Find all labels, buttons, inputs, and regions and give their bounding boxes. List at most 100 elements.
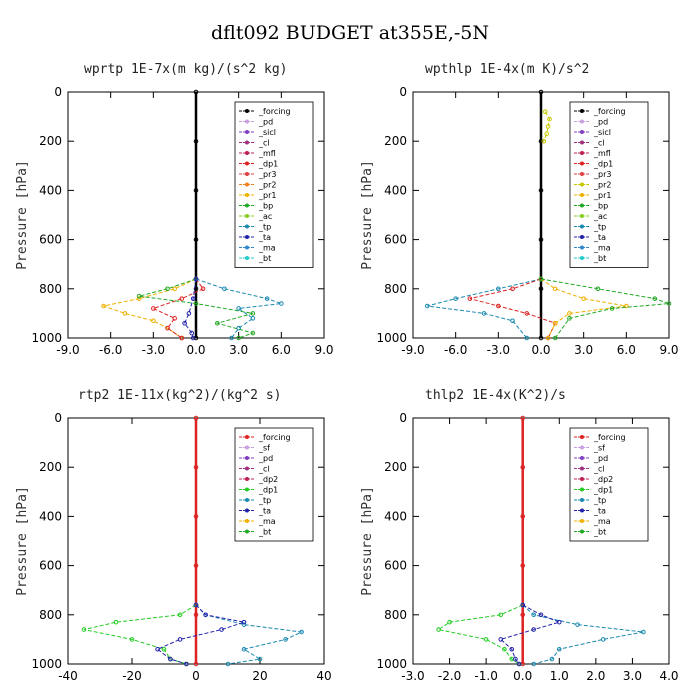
legend-entry: _pd <box>593 454 608 463</box>
x-tick-label: 2.0 <box>586 669 605 683</box>
y-tick-label: 400 <box>384 183 407 197</box>
data-point <box>184 661 189 667</box>
data-point <box>531 612 536 618</box>
data-point <box>172 286 177 292</box>
legend-marker <box>580 151 584 155</box>
data-point <box>203 612 208 618</box>
data-point <box>193 301 199 306</box>
legend-marker <box>580 256 584 260</box>
data-point <box>241 622 247 627</box>
data-point <box>190 296 196 301</box>
data-point <box>538 138 544 144</box>
y-tick-label: 400 <box>39 509 62 523</box>
y-tick-label: 200 <box>39 460 62 474</box>
legend-entry: _dp1 <box>593 486 613 495</box>
y-tick-label: 0 <box>399 85 407 99</box>
legend-entry: _forcing <box>593 107 626 116</box>
data-point <box>129 637 135 642</box>
data-point <box>447 619 452 625</box>
legend-entry: _pr2 <box>593 181 611 190</box>
data-point <box>236 335 241 341</box>
data-point <box>624 303 629 309</box>
data-point <box>193 188 199 193</box>
legend-marker <box>580 235 584 239</box>
data-point <box>545 124 551 129</box>
panel-title-wprtp: wprtp 1E-7x(m kg)/(s^2 kg) <box>84 62 288 77</box>
legend-marker <box>245 445 249 450</box>
plot-panel-2: 0 200 400 600 800 1000-40 -20 0 20 40 Pressure [hP… <box>15 411 332 683</box>
legend-entry: _forcing <box>258 107 291 116</box>
legend-entry: _tp <box>593 496 606 505</box>
y-tick-label: 800 <box>39 282 62 296</box>
legend-entry: _mfl <box>593 149 611 158</box>
data-point <box>179 335 185 341</box>
legend-marker <box>580 477 584 481</box>
legend-marker <box>580 203 584 208</box>
legend-marker <box>245 224 249 229</box>
data-point <box>165 286 170 292</box>
data-point <box>193 514 199 519</box>
legend-marker <box>580 109 584 113</box>
data-point <box>436 627 441 632</box>
legend-marker <box>245 130 249 134</box>
data-point <box>219 627 224 632</box>
data-point <box>547 116 552 122</box>
legend-marker <box>245 519 249 523</box>
legend-entry: _sf <box>593 444 605 453</box>
panel-title-rtp2: rtp2 1E-11x(kg^2)/(kg^2 s) <box>78 388 282 403</box>
legend-entry: _pd <box>258 118 273 127</box>
legend-entry: _sicl <box>593 128 611 137</box>
legend-marker <box>580 193 584 197</box>
data-point <box>538 89 544 95</box>
series-line-ta <box>156 604 246 665</box>
legend-entry: _ma <box>593 517 611 526</box>
legend-marker <box>245 245 249 250</box>
data-point <box>193 335 199 341</box>
data-point <box>101 303 106 309</box>
legend-entry: _tp <box>593 223 606 232</box>
data-point <box>538 188 544 193</box>
y-tick-label: 200 <box>384 460 407 474</box>
data-point <box>250 330 256 336</box>
data-point <box>182 320 187 326</box>
x-tick-label: -9.0 <box>56 343 79 357</box>
data-point <box>193 138 199 144</box>
data-point <box>552 320 558 326</box>
data-point <box>641 629 646 635</box>
data-point <box>502 646 507 652</box>
legend-marker <box>580 182 584 187</box>
x-tick-label: -1.0 <box>474 669 497 683</box>
legend-entry: _ta <box>593 507 606 516</box>
data-point <box>581 296 586 301</box>
data-point <box>513 656 518 662</box>
y-tick-label: 0 <box>54 85 62 99</box>
data-point <box>215 320 220 326</box>
legend-marker <box>580 456 584 460</box>
data-point <box>81 627 87 632</box>
x-tick-label: 6.0 <box>272 343 291 357</box>
legend-entry: _ma <box>258 244 276 253</box>
legend-entry: _ac <box>593 212 607 221</box>
data-point <box>222 286 227 292</box>
data-point <box>538 237 544 242</box>
data-point <box>531 627 536 632</box>
legend-entry: _dp1 <box>258 160 278 169</box>
data-point <box>241 646 247 652</box>
data-point <box>193 415 199 421</box>
legend-entry: _ma <box>593 244 611 253</box>
legend-marker <box>245 529 249 534</box>
y-tick-label: 1000 <box>31 331 62 345</box>
panel-title-thlp2: thlp2 1E-4x(K^2)/s <box>425 388 566 403</box>
x-tick-label: 0.0 <box>186 343 205 357</box>
legend-marker <box>580 119 584 124</box>
legend-marker <box>580 140 584 145</box>
legend-marker <box>580 487 584 492</box>
data-point <box>538 335 544 341</box>
legend-marker <box>245 119 249 124</box>
x-tick-label: 9.0 <box>314 343 333 357</box>
data-point <box>236 325 241 331</box>
x-tick-label: 3.0 <box>229 343 248 357</box>
data-point <box>193 464 199 470</box>
y-tick-label: 600 <box>39 233 62 247</box>
